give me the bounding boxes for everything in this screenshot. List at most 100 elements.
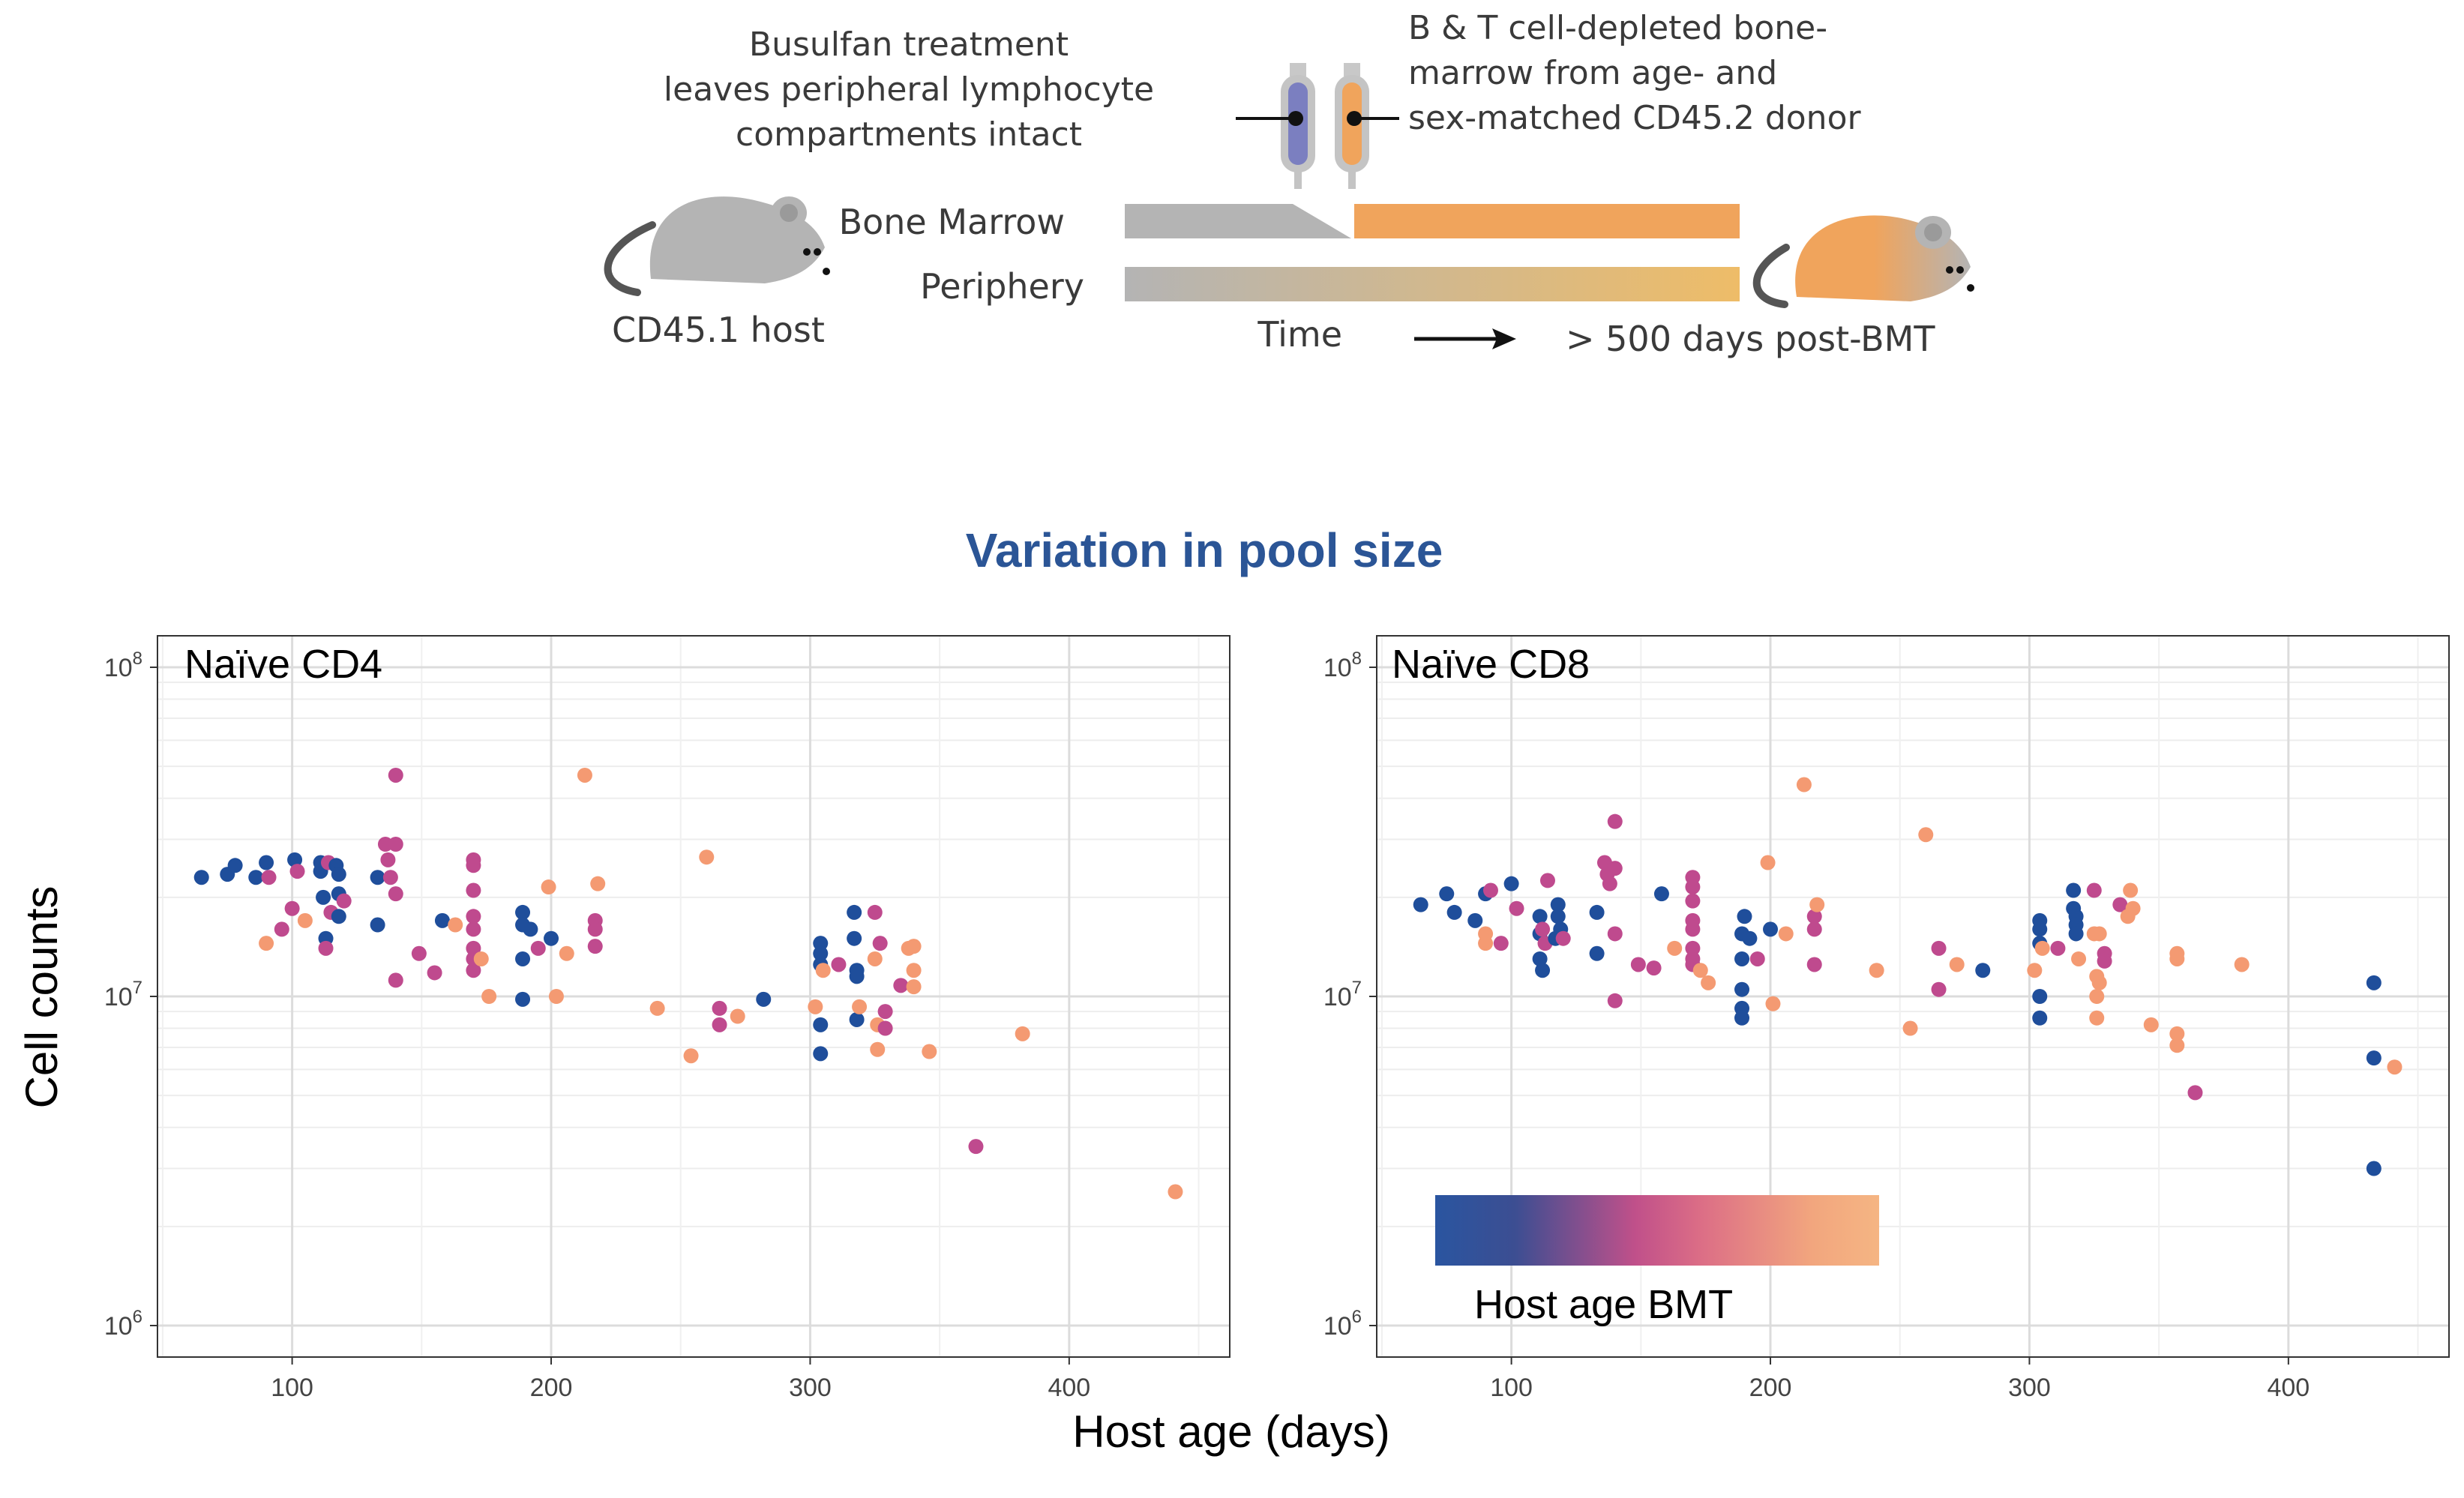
data-point: [2032, 921, 2048, 937]
data-point: [870, 1041, 886, 1057]
data-point: [1685, 893, 1701, 909]
color-legend: Host age BMT: [1435, 1195, 1879, 1327]
data-point: [559, 945, 574, 961]
schematic: Busulfan treatment leaves peripheral lym…: [604, 9, 1974, 359]
mouse-icon: [604, 196, 830, 296]
data-point: [1539, 873, 1555, 888]
data-point: [683, 1048, 699, 1064]
data-point: [906, 963, 922, 978]
donor-line-1: B & T cell-depleted bone-: [1408, 9, 1827, 47]
data-point: [872, 936, 888, 951]
x-tick-label: 400: [1048, 1374, 1090, 1402]
data-point: [370, 870, 385, 885]
syringe-icon: [1335, 63, 1399, 189]
data-point: [316, 889, 331, 905]
periphery-bar: [1125, 267, 1740, 301]
data-point: [523, 921, 538, 937]
data-point: [2366, 1050, 2382, 1066]
x-tick-label: 400: [2267, 1374, 2310, 1402]
data-point: [1692, 963, 1708, 978]
x-tick-labels: 100 200 300 400: [271, 1357, 1090, 1402]
data-point: [380, 852, 396, 867]
data-point: [1685, 940, 1701, 956]
data-point: [2169, 1038, 2185, 1053]
y-tick-label: 107: [104, 978, 142, 1011]
data-point: [867, 904, 883, 920]
busulfan-line-2: leaves peripheral lymphocyte: [664, 70, 1154, 109]
data-point: [515, 991, 531, 1007]
data-point: [1653, 886, 1669, 902]
data-point: [388, 767, 403, 783]
data-point: [248, 870, 264, 885]
data-point: [1869, 963, 1884, 978]
data-point: [548, 989, 564, 1004]
periphery-label: Periphery: [920, 266, 1084, 307]
data-point: [968, 1139, 984, 1155]
data-point: [2187, 1085, 2203, 1101]
data-point: [377, 837, 393, 852]
busulfan-line-1: Busulfan treatment: [749, 25, 1069, 64]
x-tick-label: 100: [271, 1374, 313, 1402]
data-point: [1701, 975, 1716, 990]
data-point: [411, 945, 427, 961]
data-point: [2089, 1010, 2105, 1026]
y-tick-labels: 106 107 108: [104, 649, 157, 1341]
data-point: [2050, 940, 2066, 956]
data-point: [259, 936, 274, 951]
data-point: [1760, 855, 1776, 870]
data-points: [1413, 777, 2403, 1176]
data-point: [1607, 926, 1623, 942]
x-tick-label: 200: [530, 1374, 573, 1402]
data-point: [466, 858, 481, 873]
syringe-icon: [1236, 63, 1315, 189]
data-point: [649, 1000, 665, 1016]
host-label: CD45.1 host: [612, 310, 825, 350]
data-point: [1685, 921, 1701, 937]
data-point: [466, 963, 481, 978]
data-point: [2071, 951, 2087, 966]
data-point: [530, 940, 546, 956]
data-point: [2123, 882, 2139, 898]
panel-title: Naïve CD8: [1392, 642, 1590, 687]
data-point: [2066, 882, 2082, 898]
panel-title: Naïve CD4: [184, 642, 382, 687]
data-point: [1734, 981, 1750, 997]
data-point: [1607, 813, 1623, 829]
data-point: [1749, 951, 1765, 966]
data-point: [577, 767, 592, 783]
bone-marrow-label: Bone Marrow: [839, 202, 1065, 242]
x-tick-label: 100: [1490, 1374, 1533, 1402]
data-point: [448, 917, 463, 933]
y-tick-label: 106: [1323, 1307, 1362, 1341]
data-point: [331, 909, 346, 924]
data-point: [1478, 926, 1494, 942]
data-point: [1503, 876, 1519, 891]
data-point: [756, 991, 772, 1007]
data-point: [388, 886, 403, 902]
data-point: [1734, 951, 1750, 966]
donor-line-2: marrow from age- and: [1408, 54, 1777, 92]
x-axis-title: Host age (days): [1072, 1407, 1390, 1457]
y-tick-label: 106: [104, 1307, 142, 1341]
data-point: [466, 940, 481, 956]
data-point: [2112, 897, 2128, 912]
data-point: [587, 921, 603, 937]
data-point: [1168, 1184, 1183, 1200]
data-point: [2034, 940, 2050, 956]
data-point: [193, 870, 209, 885]
data-point: [1931, 981, 1947, 997]
data-point: [382, 870, 398, 885]
data-point: [877, 1004, 893, 1020]
post-bmt-label: > 500 days post-BMT: [1566, 319, 1935, 359]
data-point: [1015, 1026, 1030, 1041]
data-point: [261, 870, 277, 885]
data-point: [2068, 926, 2084, 942]
data-point: [466, 882, 481, 898]
data-point: [2091, 926, 2107, 942]
data-point: [1532, 909, 1548, 924]
data-point: [1589, 904, 1605, 920]
data-point: [2097, 953, 2112, 969]
data-point: [1667, 940, 1683, 956]
data-point: [815, 963, 831, 978]
data-point: [1550, 897, 1566, 912]
